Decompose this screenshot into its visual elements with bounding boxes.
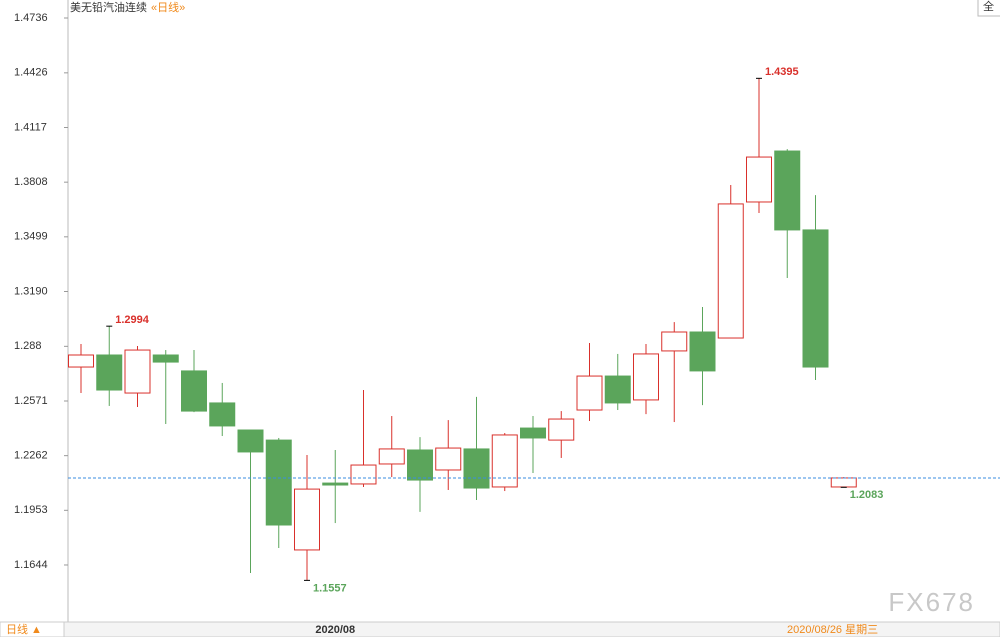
candle-body	[265, 439, 292, 526]
candle-body	[378, 448, 405, 465]
candle-body	[746, 156, 772, 203]
y-tick-label: 1.2262	[14, 450, 48, 462]
y-tick-label: 1.1644	[14, 559, 48, 571]
period-button-label[interactable]: 日线 ▲	[6, 622, 42, 636]
candle-body	[96, 354, 123, 391]
y-tick-label: 1.4117	[14, 121, 47, 133]
y-tick-label: 1.1953	[14, 504, 48, 516]
candle-body	[152, 354, 179, 363]
extreme-label: 1.2083	[850, 489, 884, 501]
corner-button[interactable]	[977, 0, 1000, 17]
candle-body	[689, 331, 716, 372]
candle-body	[209, 402, 236, 427]
candle-body	[322, 482, 349, 486]
candle-body	[830, 477, 857, 488]
y-tick-label: 1.288	[14, 340, 42, 352]
candle-body	[802, 229, 829, 368]
candle-body	[181, 370, 207, 412]
y-tick-label: 1.4426	[14, 67, 48, 79]
x-tick-label: 2020/08	[315, 624, 355, 636]
extreme-label: 1.4395	[765, 66, 799, 78]
candle-body	[491, 434, 518, 488]
bottom-bar	[0, 621, 1000, 637]
candle-body	[407, 449, 433, 481]
candle-body	[435, 447, 462, 471]
candle-body	[124, 349, 151, 394]
chart-title: 美无铅汽油连续	[70, 0, 147, 14]
y-tick-label: 1.3808	[14, 176, 48, 188]
period-button[interactable]	[0, 621, 65, 637]
candle-body	[604, 375, 631, 404]
period-tag[interactable]: «日线»	[151, 0, 185, 14]
y-tick-label: 1.3190	[14, 285, 48, 297]
candle-body	[548, 418, 575, 441]
cursor-date: 2020/08/26 星期三	[787, 623, 878, 636]
candle-body	[294, 488, 320, 551]
candle-body	[661, 331, 688, 352]
y-tick-label: 1.3499	[14, 231, 48, 243]
y-tick-label: 1.2571	[14, 395, 48, 407]
candle-body	[774, 150, 801, 231]
extreme-label: 1.1557	[313, 582, 347, 594]
candle-body	[350, 464, 377, 485]
corner-button-label[interactable]: 全	[983, 0, 994, 13]
candle-body	[463, 448, 490, 489]
candle-body	[633, 353, 659, 401]
extreme-label: 1.2994	[115, 314, 150, 326]
candle-body	[237, 429, 264, 453]
y-tick-label: 1.4736	[14, 12, 48, 24]
candle-body	[520, 427, 546, 439]
candle-body	[576, 375, 603, 411]
watermark: FX678	[888, 587, 975, 617]
candle-body	[68, 354, 94, 368]
candle-body	[717, 203, 744, 339]
